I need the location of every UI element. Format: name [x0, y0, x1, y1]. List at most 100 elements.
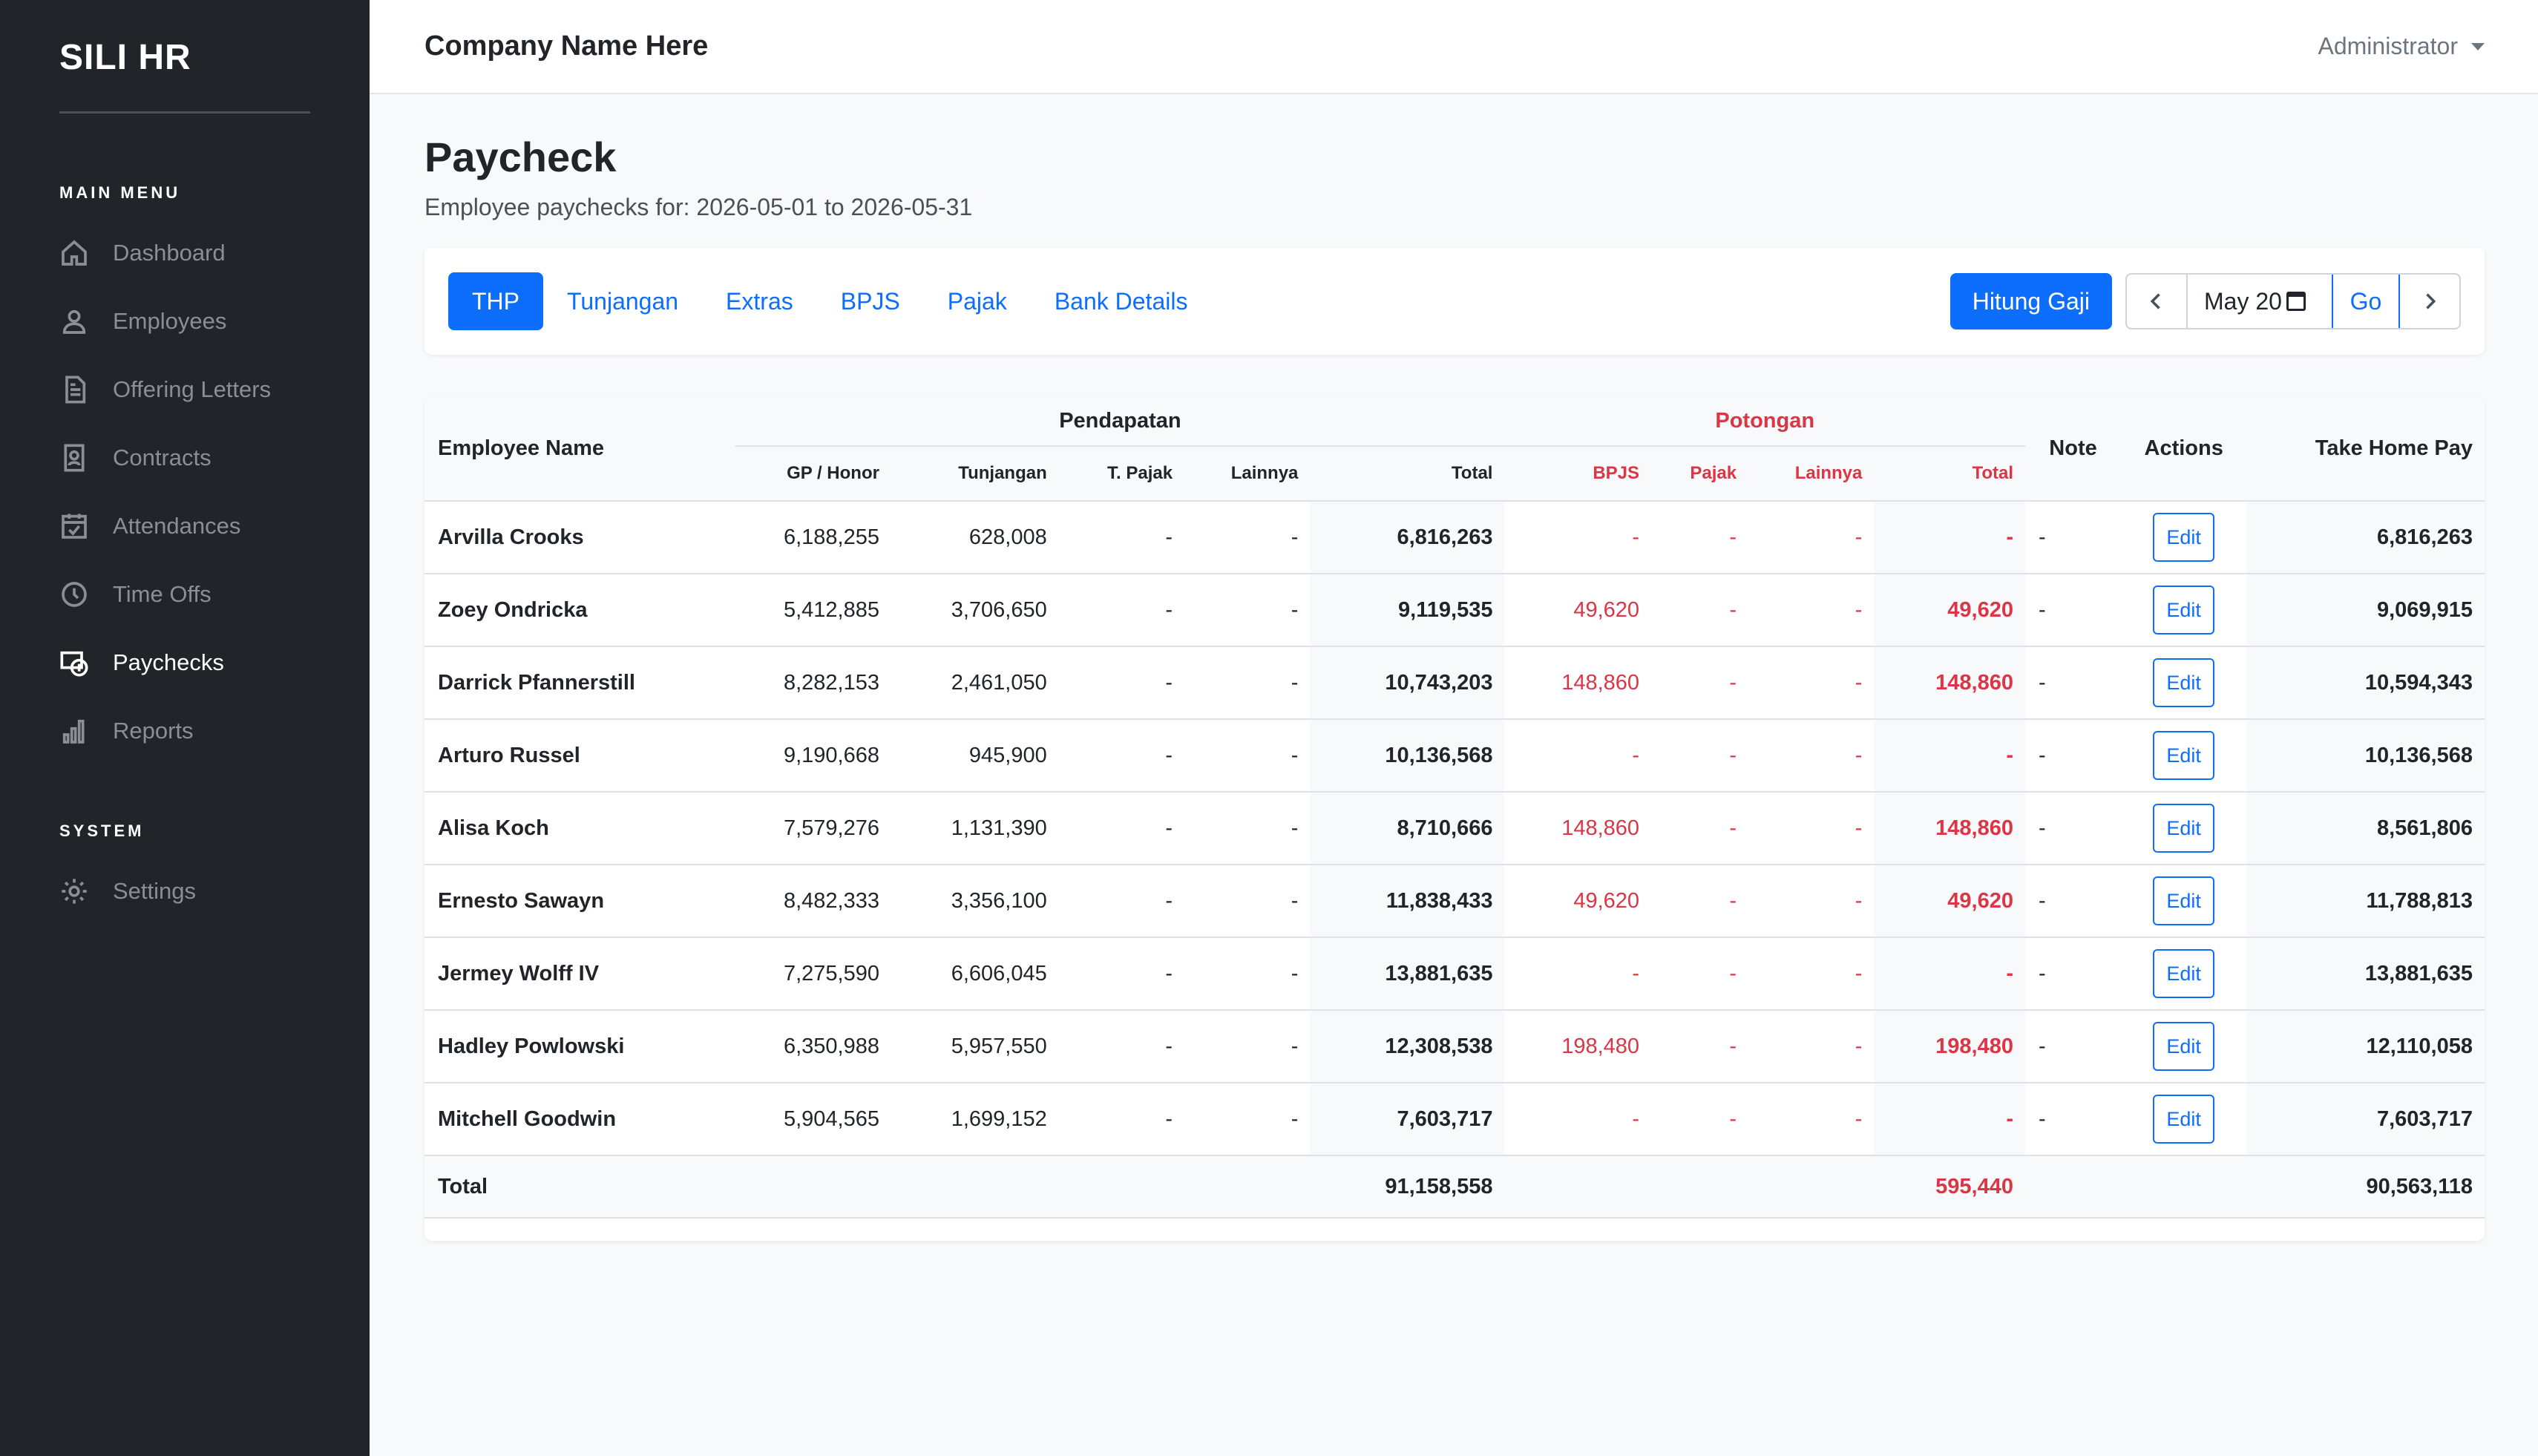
- tab-tunjangan[interactable]: Tunjangan: [567, 288, 679, 315]
- paycheck-rows: Arvilla Crooks 6,188,255 628,008- -6,816,26…: [424, 501, 2485, 1156]
- bar-chart-icon: [59, 716, 89, 746]
- sidebar-item-label: Attendances: [113, 513, 241, 539]
- edit-button[interactable]: Edit: [2153, 804, 2214, 853]
- bpjs-cell: 49,620: [1504, 865, 1652, 938]
- take-home-pay-cell: 10,136,568: [2246, 719, 2485, 793]
- tunjangan-cell: 945,900: [891, 719, 1059, 793]
- take-home-pay-cell: 11,788,813: [2246, 865, 2485, 938]
- tab-pajak[interactable]: Pajak: [947, 288, 1007, 315]
- total-pendapatan-cell: 6,816,263: [1310, 501, 1505, 574]
- table-row: Arturo Russel 9,190,668 945,900- -10,136,56…: [424, 719, 2485, 793]
- note-cell: -: [2025, 1083, 2122, 1156]
- lainnya-potongan-cell: -: [1748, 719, 1875, 793]
- gp-honor-cell: 9,190,668: [735, 719, 891, 793]
- edit-button[interactable]: Edit: [2153, 949, 2214, 998]
- user-menu[interactable]: Administrator: [2318, 33, 2485, 60]
- document-icon: [59, 375, 89, 404]
- employee-name-cell: Arturo Russel: [424, 719, 736, 793]
- gp-honor-cell: 7,579,276: [735, 792, 891, 865]
- paycheck-table-card: Employee Name Pendapatan Potongan Note A…: [424, 396, 2485, 1241]
- header-pendapatan: Pendapatan: [1059, 408, 1181, 433]
- tunjangan-cell: 1,699,152: [891, 1083, 1059, 1156]
- calculate-salary-button[interactable]: Hitung Gaji: [1950, 273, 2112, 329]
- bpjs-cell: 49,620: [1504, 574, 1652, 647]
- gear-icon: [59, 876, 89, 906]
- sidebar-item-attendances[interactable]: Attendances: [59, 492, 310, 560]
- edit-button[interactable]: Edit: [2153, 586, 2214, 634]
- total-potongan-cell: -: [1874, 937, 2025, 1011]
- note-cell: -: [2025, 719, 2122, 793]
- take-home-pay-cell: 10,594,343: [2246, 646, 2485, 720]
- month-input[interactable]: May 20: [2186, 275, 2332, 328]
- calendar-icon: [2286, 292, 2306, 311]
- sidebar-item-paychecks[interactable]: Paychecks: [59, 629, 310, 697]
- header-total-pendapatan: Total: [1310, 445, 1505, 501]
- header-lainnya: Lainnya: [1184, 445, 1311, 501]
- t-pajak-cell: -: [1058, 1083, 1185, 1156]
- note-cell: -: [2025, 574, 2122, 647]
- sidebar-item-reports[interactable]: Reports: [59, 697, 310, 765]
- table-row: Zoey Ondricka 5,412,885 3,706,650- -9,119,5…: [424, 574, 2485, 647]
- next-month-button[interactable]: [2400, 275, 2459, 328]
- header-lainnya-potongan: Lainnya: [1748, 445, 1875, 501]
- lainnya-cell: -: [1184, 1083, 1311, 1156]
- sidebar-item-employees[interactable]: Employees: [59, 287, 310, 355]
- clock-icon: [59, 580, 89, 609]
- edit-button[interactable]: Edit: [2153, 731, 2214, 780]
- lainnya-potongan-cell: -: [1748, 865, 1875, 938]
- employee-name-cell: Arvilla Crooks: [424, 501, 736, 574]
- main-content: Company Name Here Administrator Paycheck…: [370, 0, 2538, 1456]
- sidebar-item-contracts[interactable]: Contracts: [59, 424, 310, 492]
- user-name: Administrator: [2318, 33, 2459, 59]
- pajak-cell: -: [1651, 865, 1749, 938]
- table-row: Darrick Pfannerstill 8,282,153 2,461,050- -…: [424, 646, 2485, 720]
- paycheck-icon: [59, 648, 89, 678]
- table-row: Mitchell Goodwin 5,904,565 1,699,152- -7,60…: [424, 1083, 2485, 1156]
- pajak-cell: -: [1651, 574, 1749, 647]
- note-cell: -: [2025, 865, 2122, 938]
- brand-logo[interactable]: SILI HR: [59, 38, 191, 77]
- actions-cell: Edit: [2121, 937, 2247, 1011]
- tab-bpjs[interactable]: BPJS: [840, 288, 900, 315]
- tab-thp[interactable]: THP: [448, 272, 543, 330]
- total-take-home-pay: 90,563,118: [2246, 1155, 2485, 1219]
- edit-button[interactable]: Edit: [2153, 513, 2214, 562]
- employee-name-cell: Ernesto Sawayn: [424, 865, 736, 938]
- pajak-cell: -: [1651, 719, 1749, 793]
- lainnya-potongan-cell: -: [1748, 1010, 1875, 1083]
- tunjangan-cell: 5,957,550: [891, 1010, 1059, 1083]
- edit-button[interactable]: Edit: [2153, 1022, 2214, 1071]
- sidebar-item-dashboard[interactable]: Dashboard: [59, 219, 310, 287]
- edit-button[interactable]: Edit: [2153, 1095, 2214, 1144]
- bpjs-cell: -: [1504, 1083, 1652, 1156]
- header-take-home-pay: Take Home Pay: [2315, 436, 2473, 460]
- tab-bank-details[interactable]: Bank Details: [1054, 288, 1188, 315]
- edit-button[interactable]: Edit: [2153, 658, 2214, 707]
- chevron-left-icon: [2150, 293, 2160, 309]
- total-potongan: 595,440: [1874, 1155, 2025, 1219]
- sidebar-item-offering-letters[interactable]: Offering Letters: [59, 355, 310, 424]
- sidebar: SILI HR MAIN MENU Dashboard Employees Of…: [0, 0, 370, 1456]
- sidebar-item-label: Offering Letters: [113, 376, 272, 402]
- table-row: Alisa Koch 7,579,276 1,131,390- -8,710,666 1…: [424, 792, 2485, 865]
- sidebar-item-settings[interactable]: Settings: [59, 857, 310, 925]
- note-cell: -: [2025, 1010, 2122, 1083]
- previous-month-button[interactable]: [2127, 275, 2186, 328]
- tab-extras[interactable]: Extras: [726, 288, 793, 315]
- lainnya-cell: -: [1184, 865, 1311, 938]
- t-pajak-cell: -: [1058, 574, 1185, 647]
- table-row: Hadley Powlowski 6,350,988 5,957,550- -12,3…: [424, 1010, 2485, 1083]
- period-controls: Hitung Gaji May 20 Go: [1950, 273, 2461, 329]
- lainnya-cell: -: [1184, 792, 1311, 865]
- pajak-cell: -: [1651, 1083, 1749, 1156]
- tunjangan-cell: 1,131,390: [891, 792, 1059, 865]
- pajak-cell: -: [1651, 1010, 1749, 1083]
- edit-button[interactable]: Edit: [2153, 876, 2214, 925]
- gp-honor-cell: 5,412,885: [735, 574, 891, 647]
- bpjs-cell: -: [1504, 501, 1652, 574]
- total-pendapatan-cell: 9,119,535: [1310, 574, 1505, 647]
- go-button[interactable]: Go: [2332, 275, 2400, 328]
- lainnya-potongan-cell: -: [1748, 792, 1875, 865]
- sidebar-item-label: Employees: [113, 308, 227, 334]
- sidebar-item-time-offs[interactable]: Time Offs: [59, 560, 310, 629]
